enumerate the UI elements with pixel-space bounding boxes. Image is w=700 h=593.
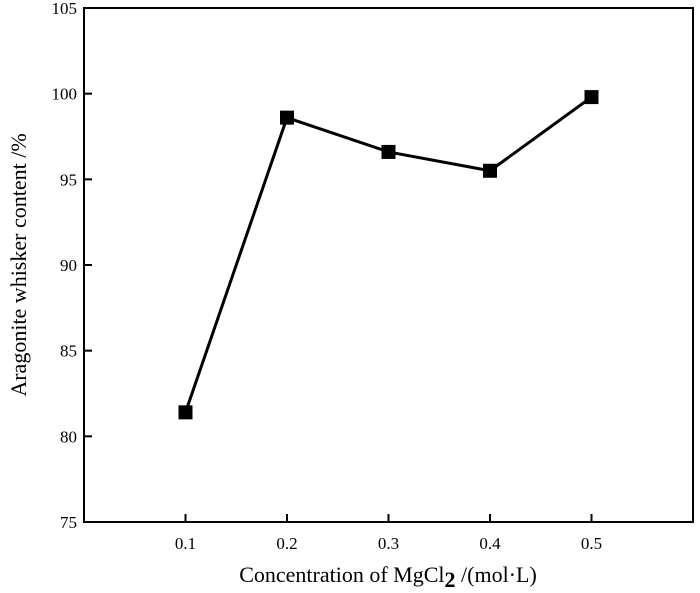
y-tick-label: 105: [52, 0, 78, 18]
x-tick-label: 0.2: [276, 534, 297, 553]
data-series: [178, 90, 599, 420]
y-tick-label: 75: [60, 513, 77, 532]
x-tick-label: 0.3: [378, 534, 399, 553]
y-tick-label: 90: [60, 256, 77, 275]
x-axis-title-subscript: 2: [445, 567, 456, 592]
y-tick-label: 80: [60, 427, 77, 446]
x-axis-title: Concentration of MgCl2 /(mol·L): [239, 562, 537, 592]
y-tick-label: 95: [60, 170, 77, 189]
data-point-marker: [280, 110, 294, 125]
data-point-marker: [483, 163, 497, 178]
plot-frame: [83, 7, 694, 523]
x-axis-title-unit: /(mol·L): [456, 562, 537, 587]
data-point-marker: [584, 90, 599, 105]
data-point-marker: [178, 405, 193, 420]
x-tick-label: 0.5: [581, 534, 602, 553]
y-axis: 75 80 85 90 95 100 105: [52, 0, 92, 532]
y-tick-label: 85: [60, 342, 77, 361]
x-tick-label: 0.1: [175, 534, 196, 553]
y-axis-title: Aragonite whisker content /%: [6, 133, 31, 396]
y-tick-label: 100: [52, 85, 78, 104]
x-axis: 0.1 0.2 0.3 0.4 0.5: [175, 514, 602, 553]
x-axis-title-main: Concentration of MgCl: [239, 562, 444, 587]
data-point-marker: [381, 144, 396, 159]
x-tick-label: 0.4: [479, 534, 501, 553]
series-line: [184, 95, 593, 413]
